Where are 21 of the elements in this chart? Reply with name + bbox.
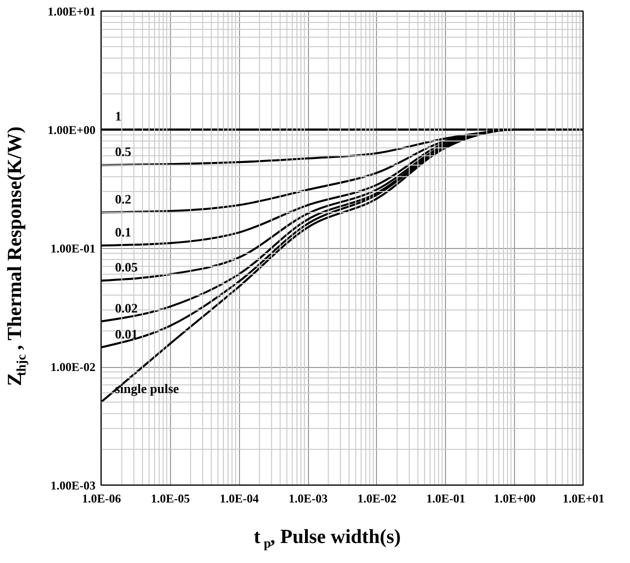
x-tick-label: 1.0E+00 <box>494 492 536 506</box>
y-tick-label: 1.00E+01 <box>48 4 96 18</box>
series-label: 1 <box>115 108 122 124</box>
y-tick-label: 1.00E-03 <box>50 478 96 492</box>
series-label: 0.02 <box>115 300 138 316</box>
x-tick-label: 1.0E-02 <box>357 492 396 506</box>
series-label: 0.5 <box>115 144 132 160</box>
series-label: single pulse <box>115 381 180 396</box>
x-tick-label: 1.0E-04 <box>220 492 259 506</box>
y-tick-label: 1.00E+00 <box>48 123 96 137</box>
y-tick-label: 1.00E-02 <box>50 360 96 374</box>
series-label: 0.01 <box>115 326 138 342</box>
x-tick-label: 1.0E+01 <box>562 492 604 506</box>
y-tick-label: 1.00E-01 <box>50 242 96 256</box>
x-tick-label: 1.0E-03 <box>288 492 328 506</box>
series-label: 0.1 <box>115 224 132 240</box>
x-tick-label: 1.0E-05 <box>150 492 190 506</box>
series-label: 0.05 <box>115 260 138 275</box>
x-tick-label: 1.0E-06 <box>82 492 121 506</box>
series-label: 0.2 <box>115 191 132 206</box>
x-tick-label: 1.0E-01 <box>426 492 466 506</box>
